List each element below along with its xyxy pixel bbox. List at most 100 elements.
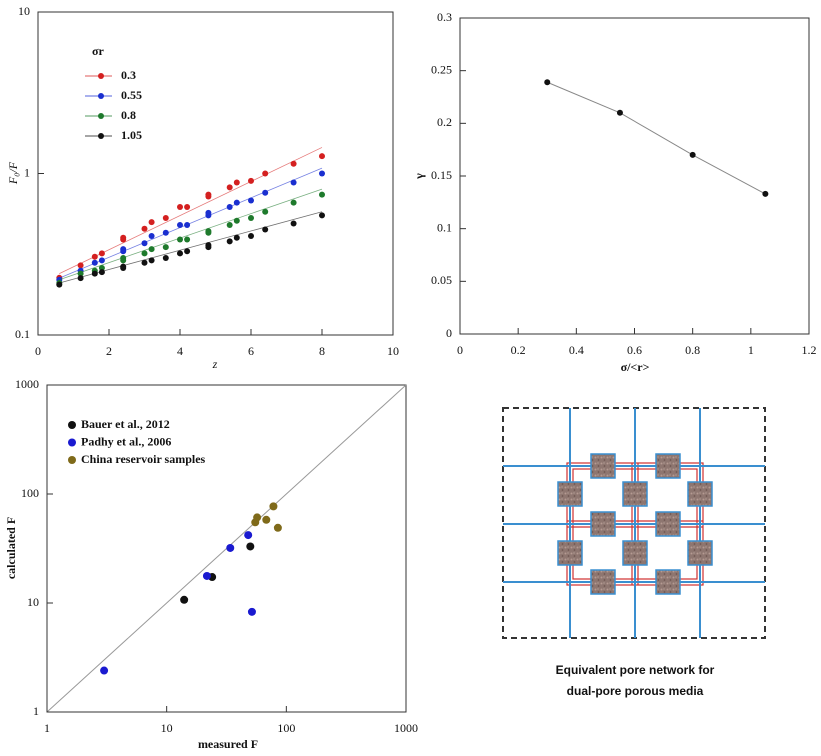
- data-point: [226, 221, 233, 228]
- y-tick-label: 10: [18, 4, 30, 18]
- data-point: [162, 215, 169, 222]
- legend-marker: [68, 456, 76, 464]
- x-tick-label: 6: [248, 344, 254, 358]
- data-point: [148, 219, 155, 226]
- legend-label: China reservoir samples: [81, 452, 206, 466]
- plot-frame: [46, 384, 407, 713]
- x-tick-label: 4: [177, 344, 183, 358]
- data-point: [205, 228, 212, 235]
- y-tick-label: 1000: [15, 377, 39, 391]
- fit-line: [59, 147, 323, 274]
- data-point: [233, 179, 240, 186]
- data-point: [762, 190, 769, 197]
- data-point: [689, 151, 696, 158]
- data-line: [547, 81, 766, 195]
- data-point: [120, 263, 127, 270]
- x-axis-label: measured F: [198, 737, 258, 751]
- x-tick-label: 10: [387, 344, 399, 358]
- x-tick-label: 2: [106, 344, 112, 358]
- data-point: [233, 234, 240, 241]
- data-point: [202, 571, 211, 580]
- data-point: [269, 502, 278, 511]
- legend-marker: [68, 438, 76, 447]
- data-point: [177, 221, 183, 228]
- data-point: [148, 246, 155, 253]
- legend-marker: [98, 133, 104, 139]
- data-point: [290, 179, 297, 186]
- x-tick-label: 0: [35, 344, 41, 358]
- data-point: [319, 170, 325, 177]
- data-point: [290, 160, 297, 167]
- data-point: [262, 170, 269, 177]
- data-point: [184, 248, 191, 255]
- data-point: [141, 259, 148, 266]
- y-tick-label: 0.2: [437, 115, 452, 129]
- x-tick-label: 8: [319, 344, 325, 358]
- x-tick-label: 0.4: [569, 343, 584, 357]
- legend-label: 0.55: [121, 88, 142, 102]
- y-tick-label: 0.1: [437, 220, 452, 234]
- data-point: [162, 254, 169, 261]
- legend-label: Padhy et al., 2006: [81, 434, 171, 448]
- x-tick-label: 0.8: [685, 343, 700, 357]
- legend-title: σr: [92, 44, 105, 58]
- legend-label: 0.3: [121, 68, 136, 82]
- data-point: [91, 259, 98, 266]
- data-point: [184, 221, 191, 228]
- data-point: [253, 513, 262, 522]
- data-point: [246, 542, 255, 551]
- data-point: [120, 234, 127, 241]
- data-point: [184, 204, 191, 211]
- data-point: [226, 184, 233, 191]
- data-point: [248, 177, 254, 184]
- y-tick-label: 10: [27, 595, 39, 609]
- data-point: [91, 253, 98, 260]
- data-point: [177, 250, 183, 257]
- data-point: [98, 264, 105, 271]
- y-tick-label: 0.25: [431, 62, 452, 76]
- data-point: [616, 109, 623, 116]
- data-point: [290, 199, 297, 206]
- data-point: [162, 229, 169, 236]
- x-axis-label: σ/<r>: [621, 360, 650, 374]
- data-point: [148, 257, 155, 264]
- data-point: [233, 199, 240, 206]
- y-axis-label: F₀/F: [6, 161, 20, 185]
- data-point: [77, 262, 84, 269]
- y-tick-label: 0.1: [15, 327, 30, 341]
- data-point: [77, 275, 84, 282]
- y-tick-label: 0.05: [431, 273, 452, 287]
- data-point: [141, 250, 148, 257]
- y-tick-label: 0.3: [437, 10, 452, 24]
- data-point: [77, 270, 84, 277]
- data-point: [98, 257, 105, 264]
- x-tick-label: 1: [44, 721, 50, 735]
- data-point: [141, 240, 148, 247]
- data-point: [180, 595, 189, 604]
- plot-frame: [37, 11, 394, 336]
- fit-line: [59, 211, 323, 284]
- legend-marker: [68, 421, 76, 429]
- data-point: [100, 666, 109, 675]
- data-point: [248, 215, 254, 222]
- data-point: [226, 543, 235, 552]
- legend-label: 1.05: [121, 128, 142, 142]
- data-point: [205, 191, 212, 198]
- x-tick-label: 1.2: [802, 343, 817, 357]
- data-point: [226, 204, 233, 211]
- y-tick-label: 100: [21, 486, 39, 500]
- x-tick-label: 0: [457, 343, 463, 357]
- legend-label: Bauer et al., 2012: [81, 417, 170, 431]
- data-point: [262, 226, 269, 233]
- data-point: [319, 153, 325, 160]
- data-point: [273, 523, 282, 532]
- data-point: [141, 225, 148, 232]
- data-point: [120, 246, 127, 253]
- x-tick-label: 10: [161, 721, 173, 735]
- data-point: [319, 212, 325, 219]
- data-point: [247, 607, 256, 616]
- x-tick-label: 1000: [394, 721, 418, 735]
- x-tick-label: 1: [748, 343, 754, 357]
- legend-marker: [98, 93, 104, 99]
- data-point: [244, 531, 253, 540]
